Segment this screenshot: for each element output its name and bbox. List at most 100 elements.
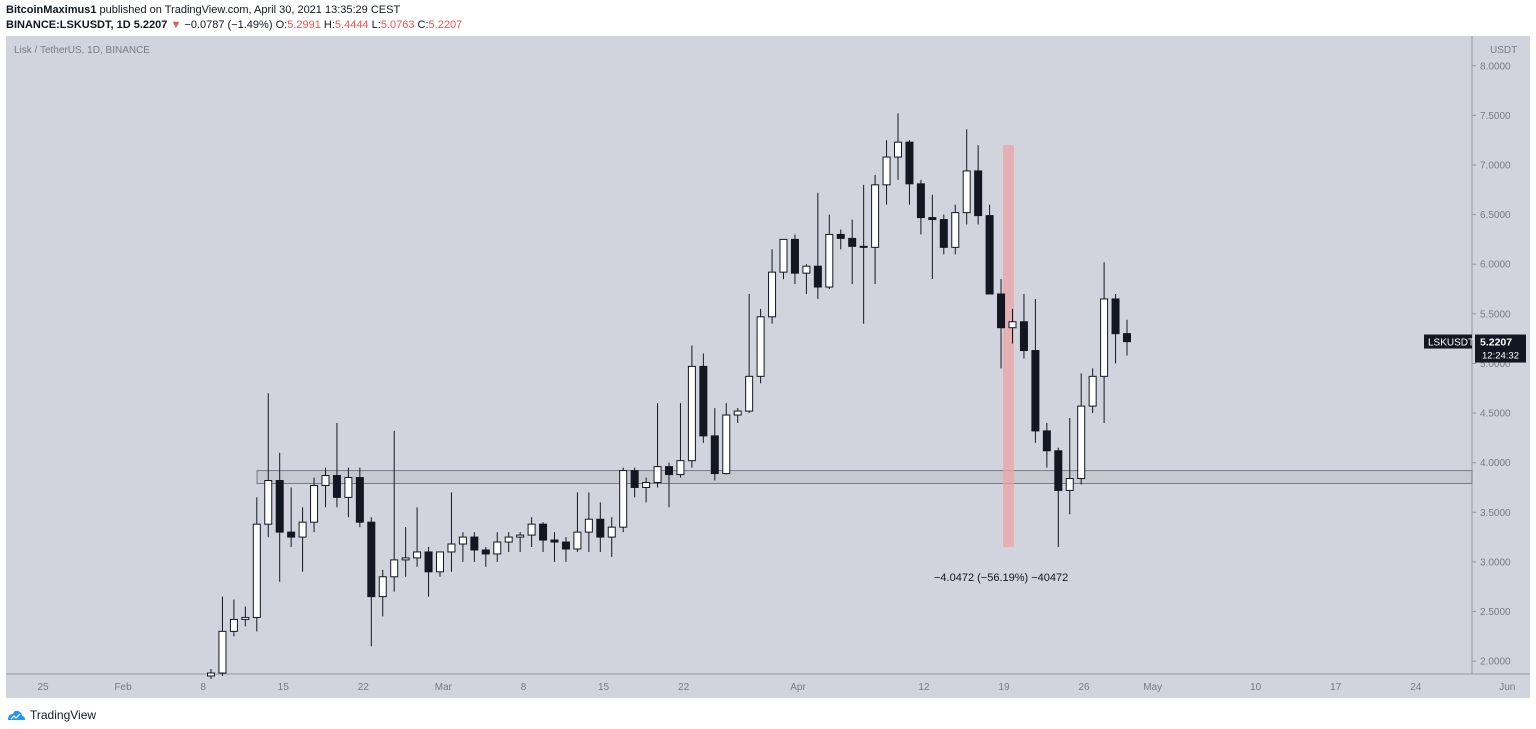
candle [745,293,754,414]
candle-body [756,316,765,377]
time-tick-label: 12 [918,682,930,693]
candle [768,249,777,324]
candle [504,532,513,552]
candle-body [997,293,1006,329]
time-tick-label: 24 [1410,682,1422,693]
candle-body [298,521,307,538]
candle [871,174,880,285]
time-axis[interactable] [6,674,1530,698]
tradingview-logo-icon [8,710,25,720]
candle-body [355,477,364,523]
candle [1054,447,1063,547]
candle-body [218,630,227,674]
candle-body [825,233,834,288]
candle [1031,298,1040,443]
chart-title: Lisk / TetherUS, 1D, BINANCE [14,45,150,56]
candle-body [1042,430,1051,452]
last-price: 5.2207 [133,19,168,31]
candle [275,452,284,582]
candle [561,537,570,562]
footer-brand: TradingView [30,708,97,722]
candle [894,113,902,180]
candle-body [1100,298,1109,377]
candle-body [1031,350,1040,432]
candle-body [264,480,273,525]
candle-body [790,238,799,274]
candles [207,113,1131,679]
time-tick-label: 22 [358,682,370,693]
price-ticks: 8.0000 7.5000 7.0000 6.5000 6.0000 5.5000 5.00… [1472,61,1511,668]
candle-body [905,141,914,185]
candle-body [939,219,948,248]
time-tick-label: 17 [1330,682,1342,693]
candle [802,264,811,294]
candle [699,353,708,443]
open-value: 5.2991 [287,19,321,31]
price-tick-label: 2.5000 [1480,607,1511,618]
candle [687,345,696,468]
time-tick-label: Feb [114,682,132,693]
candle [985,204,994,295]
time-tick-label: 25 [37,682,49,693]
candle-body [985,215,994,295]
candle [207,669,215,679]
candle-body [630,470,639,488]
candle [1065,418,1074,515]
candle [229,599,238,637]
price-tick-label: 2.0000 [1480,657,1511,668]
time-tick-label: 15 [598,682,610,693]
time-tick-label: May [1143,682,1162,693]
candle [1019,293,1028,359]
plot-area[interactable] [6,36,1472,674]
open-label: O: [275,19,288,31]
candle-body [401,557,410,561]
candle-body [310,484,319,523]
author-name[interactable]: BitcoinMaximus1 [6,4,97,16]
candle [951,204,960,255]
candle-body [378,576,387,598]
published-text: published on TradingView.com, April 30, … [99,4,401,16]
candle-body [916,183,925,219]
candle [264,393,273,538]
candle [882,140,891,205]
candle-body [745,375,754,412]
candle-body [447,543,456,553]
candlestick-chart[interactable]: Lisk / TetherUS, 1D, BINANCE USDT 8.0000… [0,36,1536,698]
candle-body [733,410,742,416]
candle-body [207,672,215,677]
candle-body [321,475,330,486]
candle-body [584,518,593,533]
candle-body [470,536,479,551]
candle [813,192,822,299]
candle [367,517,376,647]
candle-body [516,534,525,538]
price-tag-value: 5.2207 [1480,337,1512,349]
tradingview-footer: TradingView [6,706,96,724]
time-tick-label: 19 [998,682,1010,693]
candle [413,507,422,567]
close-value: 5.2207 [428,19,463,31]
candle [252,497,261,632]
price-tick-label: 8.0000 [1480,61,1511,72]
candle [584,492,593,552]
candle [997,279,1006,369]
candle-body [710,435,719,475]
candle-body [252,523,261,618]
candle-body [1019,321,1028,352]
candle-body [390,559,399,578]
price-tick-label: 3.5000 [1480,508,1511,519]
time-tick-label: 8 [200,682,206,693]
candle-body [859,245,868,248]
price-tick-label: 4.0000 [1480,458,1511,469]
candle [619,467,628,533]
candle-body [962,170,971,214]
price-tick-label: 7.5000 [1480,111,1511,122]
candle-body [367,521,376,598]
candle [653,403,662,488]
candle [939,214,948,255]
candle [859,184,868,324]
down-arrow-icon: ▼ [170,19,182,31]
ohlc-legend: BINANCE:LSKUSDT, 1D 5.2207 ▼ −0.0787 (−1… [6,19,462,31]
high-label: H: [323,19,335,31]
candle [287,487,296,547]
